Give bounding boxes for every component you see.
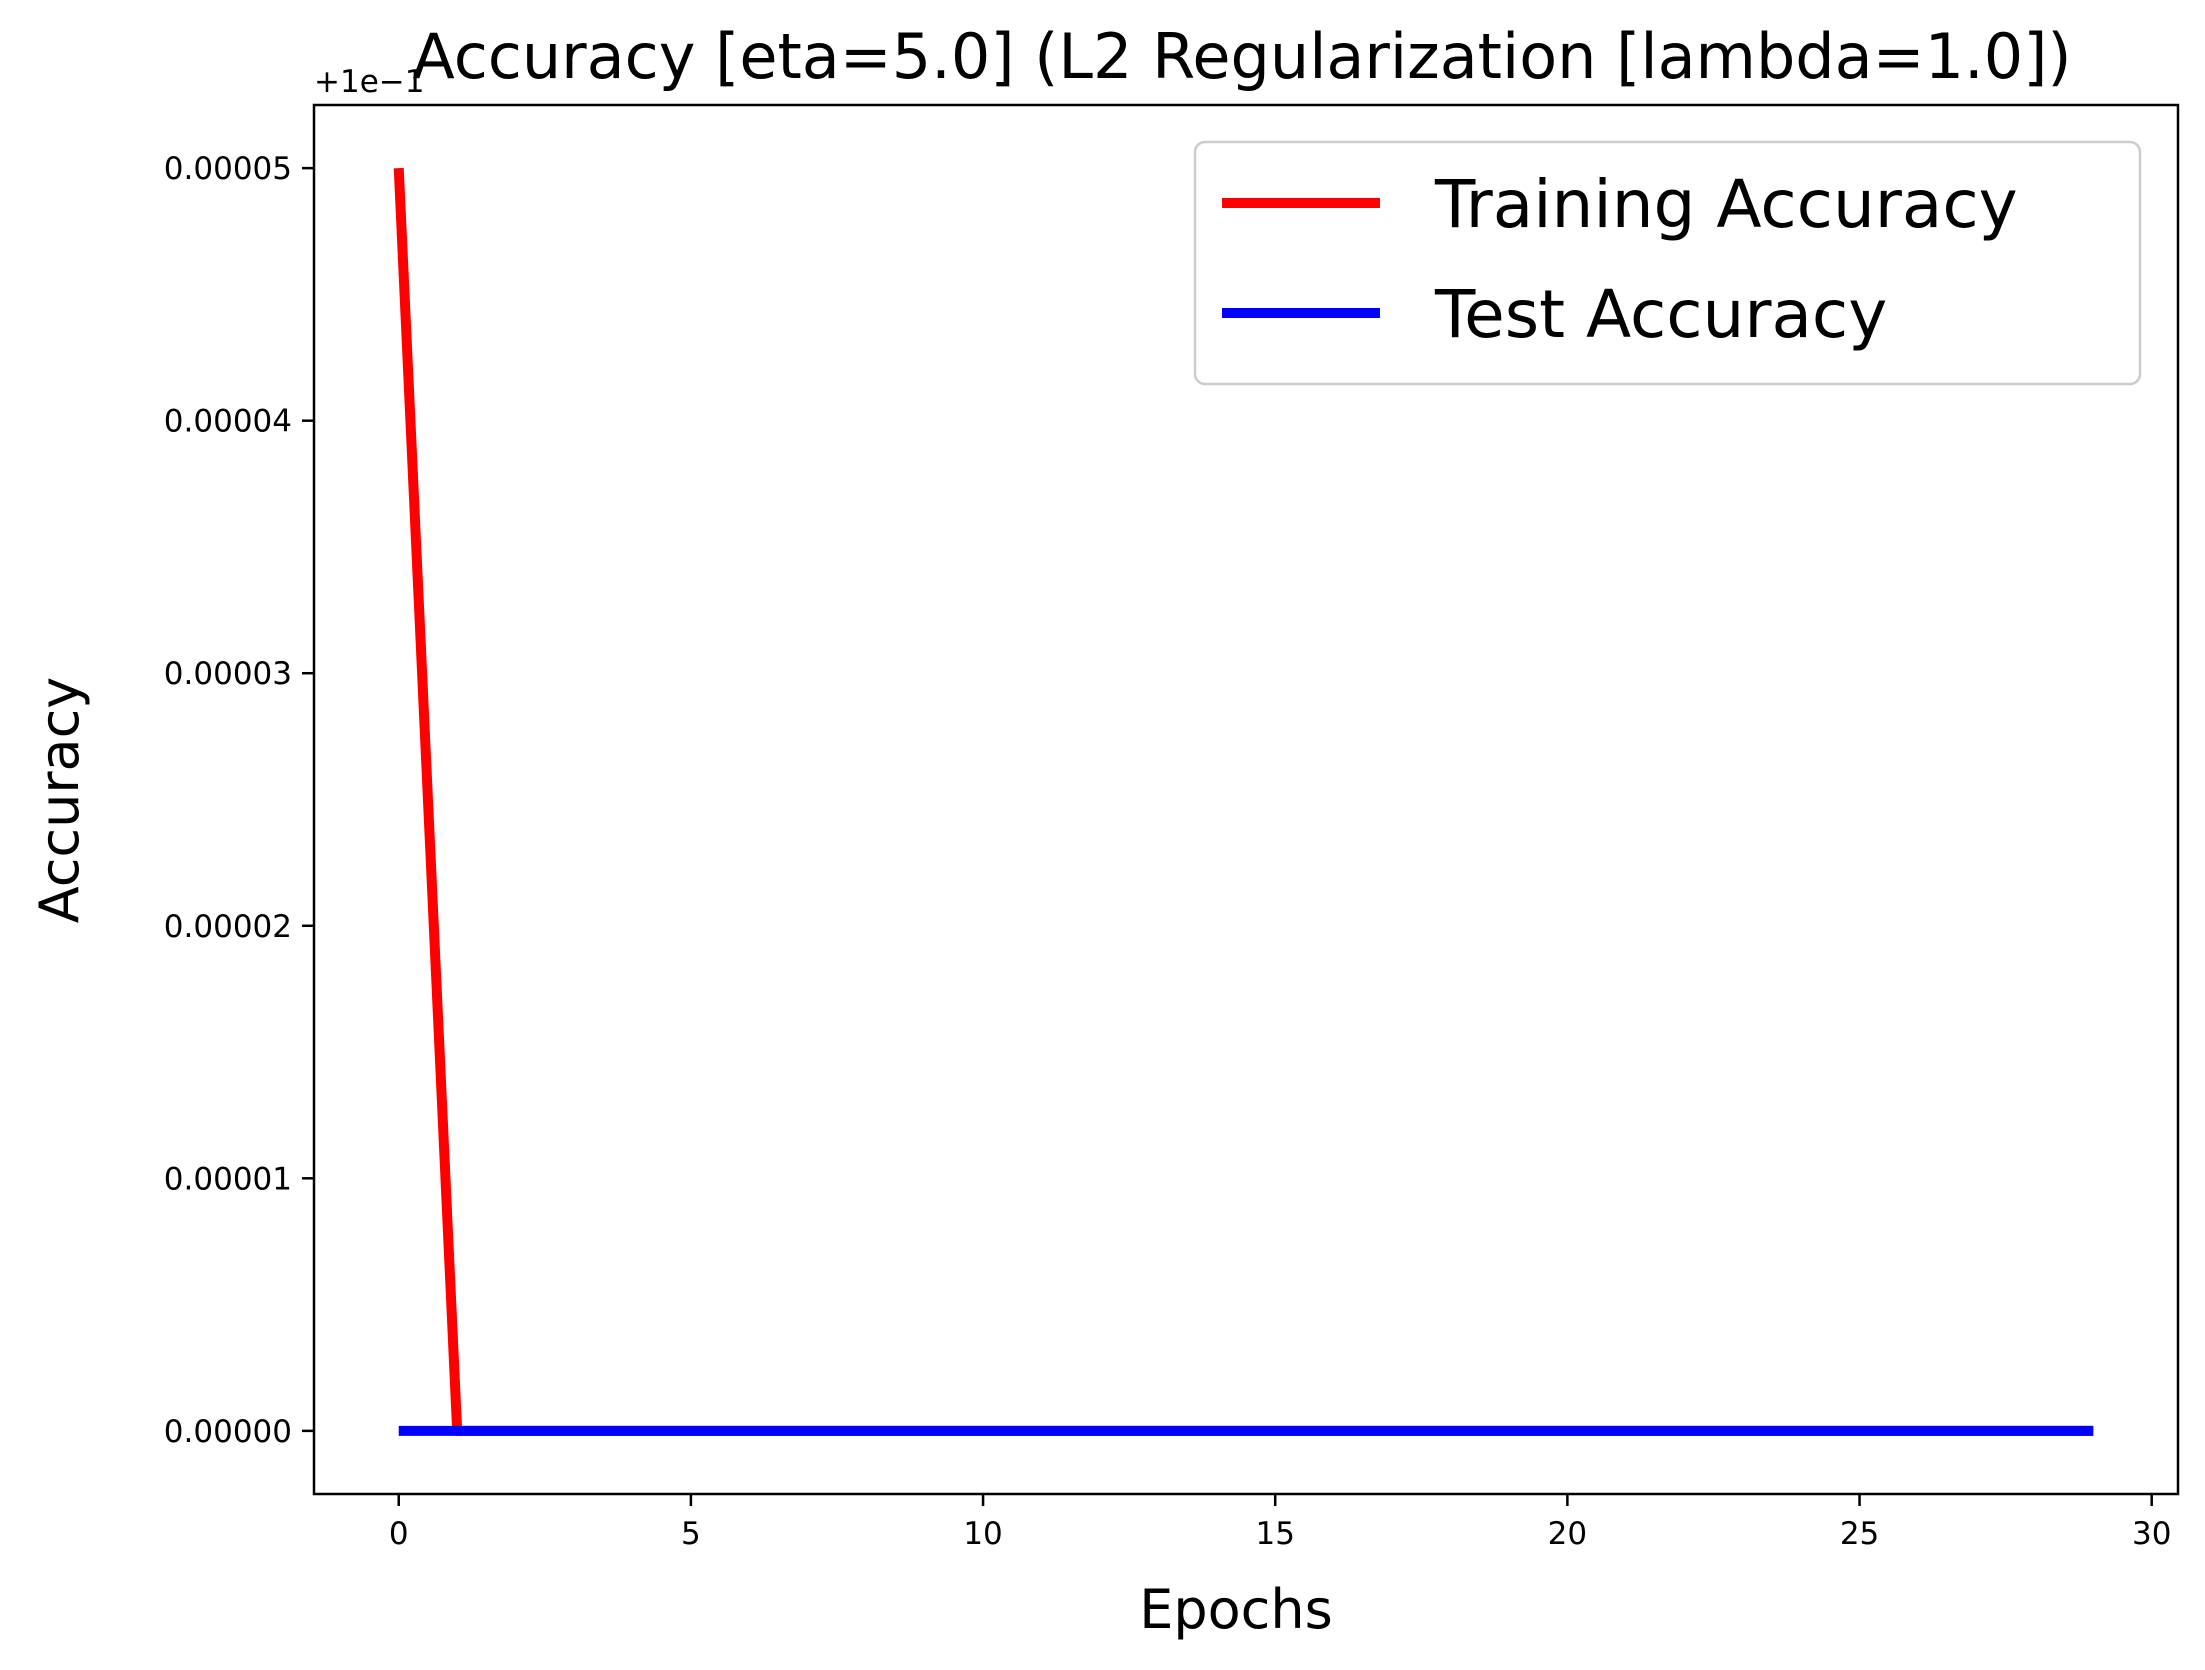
legend-label-training: Training Accuracy [1434,166,2018,243]
x-tick-label: 30 [2132,1516,2171,1552]
x-tick-label: 15 [1255,1516,1294,1552]
y-tick-label: 0.00000 [164,1414,292,1450]
x-axis-label: Epochs [1139,1578,1332,1641]
legend: Training Accuracy Test Accuracy [1193,140,2142,386]
x-axis-ticks: 0 5 10 15 20 25 30 [389,1494,2171,1552]
chart-title: Accuracy [eta=5.0] (L2 Regularization [l… [412,20,2071,93]
x-tick-label: 0 [389,1516,409,1552]
legend-frame [1193,140,2142,386]
y-offset-label: +1e−1 [314,64,424,100]
y-tick-label: 0.00002 [164,909,292,945]
y-tick-label: 0.00004 [164,404,292,440]
y-axis-ticks: 0.00000 0.00001 0.00002 0.00003 0.00004 0.000… [164,151,314,1450]
legend-label-test: Test Accuracy [1434,276,1887,353]
x-tick-label: 10 [963,1516,1002,1552]
y-tick-label: 0.00005 [164,151,292,187]
y-axis-label: Accuracy [28,677,91,924]
x-tick-label: 20 [1548,1516,1587,1552]
y-tick-label: 0.00003 [164,656,292,692]
y-tick-label: 0.00001 [164,1161,292,1197]
x-tick-label: 25 [1840,1516,1879,1552]
plot-frame [312,103,2180,1496]
series-layer [393,167,2094,1436]
x-tick-label: 5 [681,1516,701,1552]
